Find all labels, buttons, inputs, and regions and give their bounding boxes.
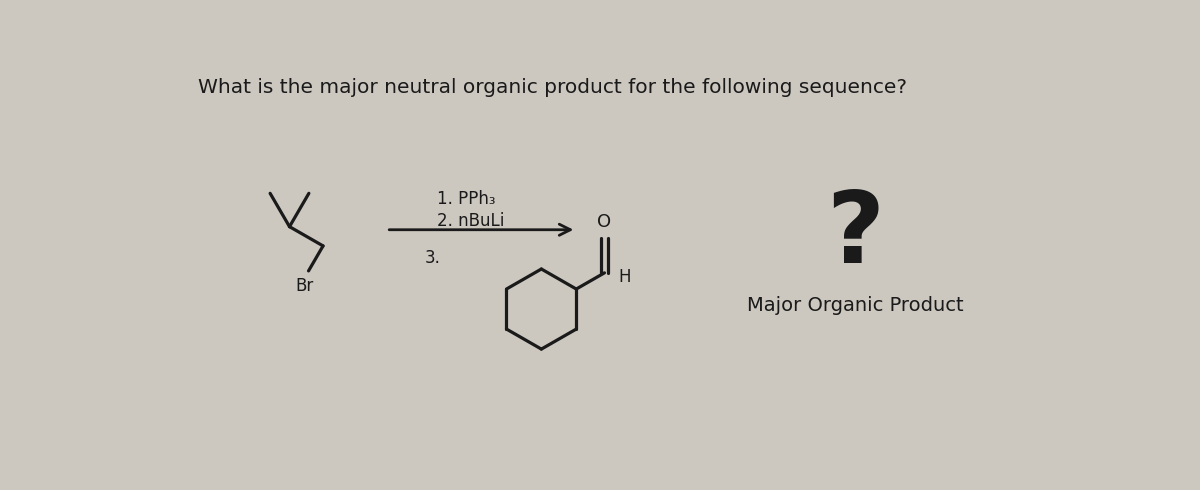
Text: O: O <box>598 213 612 230</box>
Text: Major Organic Product: Major Organic Product <box>746 295 964 315</box>
Text: H: H <box>618 268 631 286</box>
Text: Br: Br <box>295 277 313 295</box>
Text: ?: ? <box>827 187 884 284</box>
Text: 3.: 3. <box>425 249 442 267</box>
Text: What is the major neutral organic product for the following sequence?: What is the major neutral organic produc… <box>198 78 907 97</box>
Text: 2. nBuLi: 2. nBuLi <box>437 212 504 230</box>
Text: 1. PPh₃: 1. PPh₃ <box>437 190 496 208</box>
